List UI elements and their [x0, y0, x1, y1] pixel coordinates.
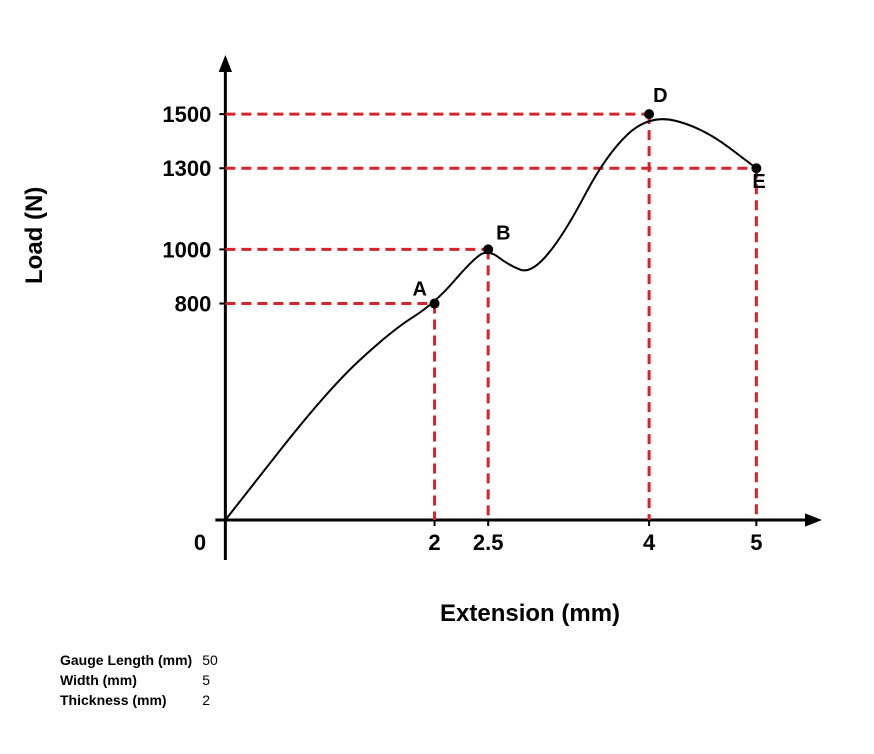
- svg-text:4: 4: [643, 530, 656, 555]
- spec-value: 5: [202, 670, 228, 690]
- svg-text:5: 5: [750, 530, 762, 555]
- svg-text:B: B: [496, 222, 510, 244]
- spec-value: 2: [202, 690, 228, 710]
- y-axis-label: Load (N): [21, 187, 49, 284]
- svg-text:1000: 1000: [162, 237, 211, 262]
- load-extension-chart: A B D E 800 1000 1300 1500 0 2 2.5 4 5 Load (N) Exte…: [20, 20, 854, 640]
- svg-text:D: D: [653, 85, 667, 107]
- svg-text:2.5: 2.5: [473, 530, 504, 555]
- svg-text:E: E: [752, 171, 765, 193]
- svg-text:0: 0: [194, 530, 206, 555]
- spec-row: Thickness (mm)2: [60, 690, 228, 710]
- svg-text:1300: 1300: [162, 156, 211, 181]
- svg-text:A: A: [413, 279, 427, 301]
- svg-text:1500: 1500: [162, 102, 211, 127]
- spec-row: Gauge Length (mm)50: [60, 650, 228, 670]
- x-axis-label: Extension (mm): [440, 600, 620, 628]
- svg-text:800: 800: [175, 292, 212, 317]
- spec-value: 50: [202, 650, 228, 670]
- svg-text:2: 2: [428, 530, 440, 555]
- spec-label: Gauge Length (mm): [60, 650, 202, 670]
- specimen-specs-table: Gauge Length (mm)50Width (mm)5Thickness …: [60, 650, 228, 710]
- spec-label: Width (mm): [60, 670, 202, 690]
- spec-label: Thickness (mm): [60, 690, 202, 710]
- spec-row: Width (mm)5: [60, 670, 228, 690]
- chart-svg: A B D E 800 1000 1300 1500 0 2 2.5 4 5: [20, 20, 854, 640]
